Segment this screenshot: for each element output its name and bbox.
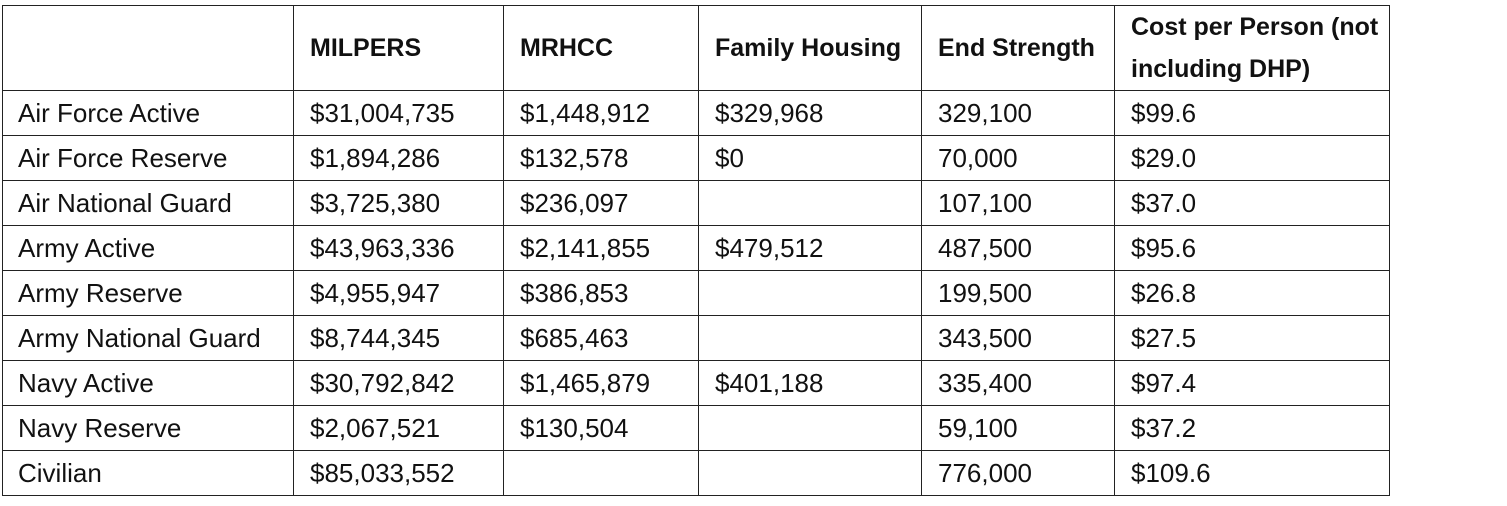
table-row: Army National Guard $8,744,345 $685,463 … xyxy=(2,315,1390,361)
milpers-cell: $30,792,842 xyxy=(293,360,504,406)
family-housing-cell xyxy=(698,405,922,451)
cost-table-container: MILPERS MRHCC Family Housing End Strengt… xyxy=(2,5,1390,496)
row-label: Air Force Reserve xyxy=(2,135,294,181)
cost-per-person-cell: $95.6 xyxy=(1114,225,1390,271)
family-housing-cell xyxy=(698,315,922,361)
header-cell-mrhcc: MRHCC xyxy=(503,5,699,91)
cost-per-person-cell: $37.0 xyxy=(1114,180,1390,226)
table-row: Navy Active $30,792,842 $1,465,879 $401,… xyxy=(2,360,1390,406)
mrhcc-cell: $132,578 xyxy=(503,135,699,181)
family-housing-cell xyxy=(698,450,922,496)
end-strength-cell: 343,500 xyxy=(921,315,1115,361)
table-row: Civilian $85,033,552 776,000 $109.6 xyxy=(2,450,1390,496)
mrhcc-cell: $685,463 xyxy=(503,315,699,361)
table-row: Navy Reserve $2,067,521 $130,504 59,100 … xyxy=(2,405,1390,451)
end-strength-cell: 70,000 xyxy=(921,135,1115,181)
table-row: Air Force Active $31,004,735 $1,448,912 … xyxy=(2,90,1390,136)
cost-per-person-cell: $27.5 xyxy=(1114,315,1390,361)
table-row: Air Force Reserve $1,894,286 $132,578 $0… xyxy=(2,135,1390,181)
cost-per-person-cell: $26.8 xyxy=(1114,270,1390,316)
table-row: Army Active $43,963,336 $2,141,855 $479,… xyxy=(2,225,1390,271)
mrhcc-cell xyxy=(503,450,699,496)
end-strength-cell: 776,000 xyxy=(921,450,1115,496)
milpers-cell: $43,963,336 xyxy=(293,225,504,271)
header-cell-cost-per-person: Cost per Person (not including DHP) xyxy=(1114,5,1390,91)
header-cell-family-housing: Family Housing xyxy=(698,5,922,91)
milpers-cell: $1,894,286 xyxy=(293,135,504,181)
cost-per-person-cell: $99.6 xyxy=(1114,90,1390,136)
header-row: MILPERS MRHCC Family Housing End Strengt… xyxy=(2,5,1390,91)
end-strength-cell: 329,100 xyxy=(921,90,1115,136)
mrhcc-cell: $1,465,879 xyxy=(503,360,699,406)
end-strength-cell: 487,500 xyxy=(921,225,1115,271)
row-label: Air Force Active xyxy=(2,90,294,136)
family-housing-cell: $329,968 xyxy=(698,90,922,136)
milpers-cell: $31,004,735 xyxy=(293,90,504,136)
milpers-cell: $3,725,380 xyxy=(293,180,504,226)
end-strength-cell: 107,100 xyxy=(921,180,1115,226)
cost-per-person-cell: $109.6 xyxy=(1114,450,1390,496)
table-row: Army Reserve $4,955,947 $386,853 199,500… xyxy=(2,270,1390,316)
mrhcc-cell: $236,097 xyxy=(503,180,699,226)
row-label: Army Active xyxy=(2,225,294,271)
mrhcc-cell: $386,853 xyxy=(503,270,699,316)
mrhcc-cell: $130,504 xyxy=(503,405,699,451)
table-row: Air National Guard $3,725,380 $236,097 1… xyxy=(2,180,1390,226)
cost-per-person-cell: $29.0 xyxy=(1114,135,1390,181)
row-label: Navy Active xyxy=(2,360,294,406)
row-label: Navy Reserve xyxy=(2,405,294,451)
family-housing-cell: $479,512 xyxy=(698,225,922,271)
milpers-cell: $8,744,345 xyxy=(293,315,504,361)
milpers-cell: $85,033,552 xyxy=(293,450,504,496)
end-strength-cell: 199,500 xyxy=(921,270,1115,316)
family-housing-cell xyxy=(698,270,922,316)
header-cell-end-strength: End Strength xyxy=(921,5,1115,91)
cost-per-person-cell: $97.4 xyxy=(1114,360,1390,406)
row-label: Air National Guard xyxy=(2,180,294,226)
milpers-cell: $2,067,521 xyxy=(293,405,504,451)
row-label: Army Reserve xyxy=(2,270,294,316)
family-housing-cell: $0 xyxy=(698,135,922,181)
header-cell-empty xyxy=(2,5,294,91)
end-strength-cell: 335,400 xyxy=(921,360,1115,406)
cost-per-person-cell: $37.2 xyxy=(1114,405,1390,451)
milpers-cell: $4,955,947 xyxy=(293,270,504,316)
end-strength-cell: 59,100 xyxy=(921,405,1115,451)
row-label: Civilian xyxy=(2,450,294,496)
row-label: Army National Guard xyxy=(2,315,294,361)
header-cell-milpers: MILPERS xyxy=(293,5,504,91)
mrhcc-cell: $2,141,855 xyxy=(503,225,699,271)
family-housing-cell xyxy=(698,180,922,226)
family-housing-cell: $401,188 xyxy=(698,360,922,406)
mrhcc-cell: $1,448,912 xyxy=(503,90,699,136)
cost-table: MILPERS MRHCC Family Housing End Strengt… xyxy=(2,5,1390,496)
